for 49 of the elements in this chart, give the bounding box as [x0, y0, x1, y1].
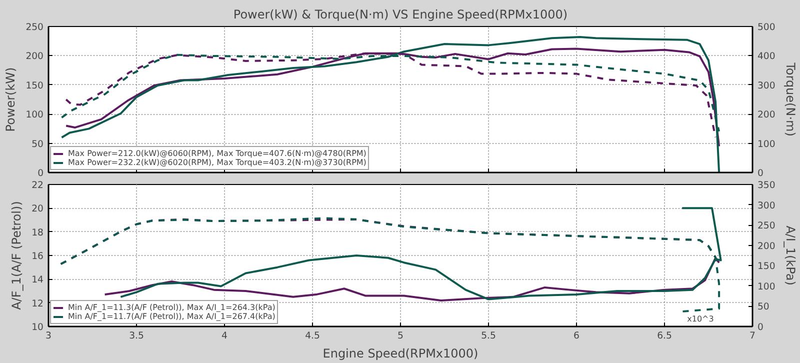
y2-tick-label: 150	[758, 261, 776, 272]
y2-tick-label: 200	[758, 240, 776, 252]
y2-tick-label: 400	[758, 51, 776, 62]
y2-tick-label: 500	[758, 22, 776, 33]
y2-tick-label: 0	[758, 168, 764, 179]
y-tick-label: 0	[38, 168, 44, 179]
y-tick-label: 100	[26, 110, 44, 121]
x-tick-label: 4	[222, 330, 228, 342]
y-tick-label: 18	[32, 227, 44, 238]
y2-tick-label: 300	[758, 200, 776, 212]
y2-tick-label: 200	[758, 110, 776, 121]
chart-title: Power(kW) & Torque(N·m) VS Engine Speed(RPMx1000)	[233, 8, 568, 22]
y2-tick-label: 50	[758, 302, 770, 313]
x-tick-label: 5.5	[481, 330, 496, 342]
y2-axis-title: Torque(N·m)	[783, 62, 798, 136]
y-tick-label: 12	[32, 298, 44, 310]
y-tick-label: 150	[26, 80, 44, 92]
y2-axis-title: A/I_1(kPa)	[783, 226, 798, 286]
x-axis-title: Engine Speed(RPMx1000)	[322, 346, 478, 360]
y2-tick-label: 350	[758, 180, 776, 191]
legend-label: Min A/F_1=11.7(A/F (Petrol)), Max A/I_1=267.4(kPa)	[68, 312, 276, 321]
y-axis-title: A/F_1(A/F (Petrol))	[10, 201, 24, 310]
y-tick-label: 50	[32, 138, 44, 150]
legend-label: Max Power=212.0(kW)@6060(RPM), Max Torque=407.6(N·m)@4780(RPM)	[68, 149, 366, 158]
x-tick-label: 4.5	[305, 330, 320, 342]
y-axis-title: Power(kW)	[4, 67, 18, 132]
annotation: x10^3	[687, 314, 714, 324]
y-tick-label: 250	[26, 22, 44, 33]
y-tick-label: 20	[32, 204, 44, 215]
x-tick-label: 7	[750, 330, 756, 342]
y-tick-label: 14	[32, 274, 44, 286]
y-tick-label: 16	[32, 251, 44, 262]
x-tick-label: 3	[46, 330, 52, 342]
x-tick-label: 6.5	[657, 330, 672, 342]
legend-label: Max Power=232.2(kW)@6020(RPM), Max Torque=403.2(N·m)@3730(RPM)	[68, 158, 366, 167]
y-tick-label: 22	[32, 180, 44, 191]
legend-label: Min A/F_1=11.3(A/F (Petrol)), Max A/I_1=264.3(kPa)	[68, 303, 276, 312]
y2-tick-label: 250	[758, 220, 776, 232]
y2-tick-label: 300	[758, 80, 776, 92]
x-tick-label: 5	[398, 330, 404, 342]
line-series	[104, 256, 720, 302]
line-series	[60, 36, 720, 172]
y2-tick-label: 100	[758, 281, 776, 292]
x-tick-label: 6	[574, 330, 580, 342]
y-tick-label: 10	[32, 322, 44, 333]
y-tick-label: 200	[26, 51, 44, 62]
y2-tick-label: 100	[758, 138, 776, 150]
x-tick-label: 3.5	[129, 330, 144, 342]
y2-tick-label: 0	[758, 322, 764, 333]
